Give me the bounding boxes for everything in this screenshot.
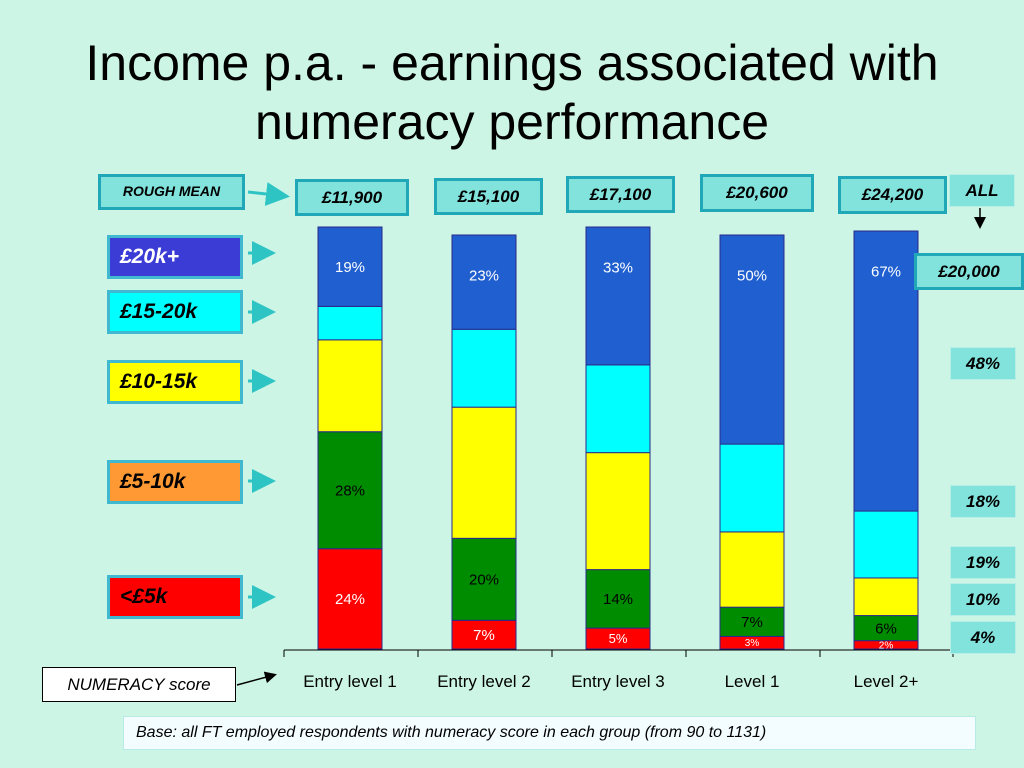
bar-segment [585,569,651,629]
bar-segment [451,328,517,408]
bar-segment [585,364,651,454]
all-pct-under-5k: 4% [950,621,1016,654]
bar-segment [317,339,383,433]
bar-segment [853,510,919,579]
data-label: 3% [745,638,760,649]
x-tick-label: Entry level 2 [437,672,531,691]
all-pct-20k-plus: 48% [950,347,1016,380]
legend-under-5k: <£5k [107,575,243,619]
data-label: 2% [879,640,894,651]
legend-label: £5-10k [120,470,186,493]
all-mean-box: £20,000 [914,253,1024,290]
data-label: 28% [335,482,365,499]
data-label: 33% [603,259,633,276]
data-label: 20% [469,572,499,589]
data-label: 5% [609,631,628,646]
bar-segment [585,226,651,366]
mean-box-entry-level-1: £11,900 [295,179,409,216]
all-pct-10-15k: 19% [950,546,1016,579]
data-label: 7% [473,627,495,644]
numeracy-score-label: NUMERACY score [42,667,236,702]
chart-title: Income p.a. - earnings associated with n… [85,35,939,150]
legend-10-15k: £10-15k [107,360,243,404]
bar-segment [853,230,919,512]
mean-box-level-1: £20,600 [700,174,814,212]
bar-segment [853,577,919,617]
mean-box-entry-level-3: £17,100 [566,176,675,213]
bar-segment [719,234,785,445]
data-label: 23% [469,267,499,284]
legend-label: £20k+ [120,245,179,268]
all-pct-5-10k: 10% [950,583,1016,616]
base-note: Base: all FT employed respondents with n… [123,716,976,750]
data-label: 24% [335,591,365,608]
legend-label: <£5k [120,585,168,608]
data-label: 19% [335,259,365,276]
x-tick-label: Entry level 3 [571,672,665,691]
connectors [236,182,986,686]
bar-segment [719,443,785,533]
mean-value: £11,900 [321,187,383,207]
x-tick-label: Level 2+ [854,672,919,691]
legend-label: £10-15k [120,370,198,393]
bar-segment [719,531,785,608]
mean-box-entry-level-2: £15,100 [434,178,543,215]
legend-label: £15-20k [120,300,198,323]
x-tick-label: Entry level 1 [303,672,397,691]
bar-segment [317,305,383,341]
data-label: 6% [875,620,897,637]
mean-value: £17,100 [589,184,652,204]
bars: 24% 28% 19% 7% 20% 23% 5% 14% 33% 3% 7% 50% 2% 6% 67% [317,226,919,651]
bar-segment [451,406,517,539]
mean-value: £15,100 [457,186,520,206]
all-pct-15-20k: 18% [950,485,1016,518]
mean-value: £20,600 [726,183,788,202]
mean-box-level-2-plus: £24,200 [838,176,947,214]
numeracy-arrow [236,671,277,686]
bar-segment [585,452,651,571]
bar-segment [451,234,517,330]
mean-value: £24,200 [861,185,924,204]
data-label: 7% [741,614,763,631]
legend-20k-plus: £20k+ [107,235,243,279]
rough-mean-label: ROUGH MEAN [98,174,245,210]
all-label: ALL [949,174,1015,207]
legend-5-10k: £5-10k [107,460,243,504]
legend-15-20k: £15-20k [107,290,243,334]
x-axis: Entry level 1 Entry level 2 Entry level 3 L… [283,649,954,691]
data-label: 50% [737,267,767,284]
bar-segment [317,548,383,650]
data-label: 67% [871,263,901,280]
bar-segment [719,606,785,637]
bar-segment [317,226,383,307]
connector-arrow [247,182,290,206]
x-tick-label: Level 1 [725,672,780,691]
data-label: 14% [603,591,633,608]
bar-segment [317,431,383,550]
